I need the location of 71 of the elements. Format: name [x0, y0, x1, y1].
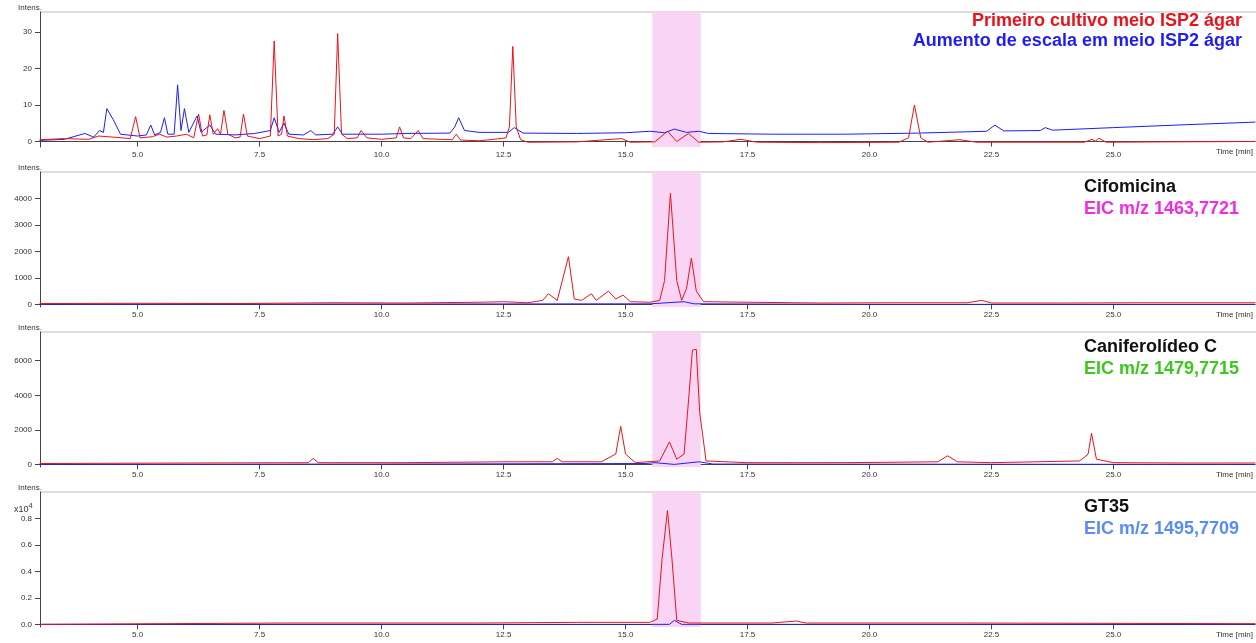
- text: EIC m/z 1495,7709: [1083, 518, 1240, 538]
- x-tick-label: 15.0: [617, 629, 634, 639]
- text: Primeiro cultivo meio ISP2 ágar: [971, 10, 1242, 30]
- x-tick-label: 17.5: [739, 469, 756, 479]
- y-tick-label: 6000: [14, 356, 33, 366]
- x-tick-label: 5.0: [132, 629, 144, 639]
- y-tick-label: 10: [23, 100, 33, 110]
- x-tick-label: 20.0: [861, 469, 878, 479]
- x-tick-label: 7.5: [254, 149, 266, 159]
- x-tick-label: 12.5: [495, 469, 512, 479]
- y-tick-label: 0.2: [20, 593, 33, 603]
- x-tick-label: 25.0: [1105, 469, 1122, 479]
- x-tick-label: 25.0: [1105, 629, 1122, 639]
- y-axis-title: Intens.: [17, 322, 42, 332]
- x-axis-title: Time [min]: [1215, 629, 1253, 639]
- x-axis-title: Time [min]: [1215, 469, 1253, 479]
- x-tick-label: 5.0: [132, 149, 144, 159]
- x-tick-label: 10.0: [373, 149, 390, 159]
- x-tick-label: 22.5: [983, 629, 1000, 639]
- y-tick-label: 1000: [14, 273, 33, 283]
- x-tick-label: 12.5: [495, 309, 512, 319]
- x-tick-label: 7.5: [254, 309, 266, 319]
- y-tick-label: 0: [27, 137, 33, 147]
- x-tick-label: 5.0: [132, 309, 144, 319]
- x-tick-label: 7.5: [254, 629, 266, 639]
- x-axis-title: Time [min]: [1215, 309, 1253, 319]
- x-tick-label: 10.0: [373, 469, 390, 479]
- y-axis-title: Intens.: [17, 2, 42, 12]
- x-tick-label: 12.5: [495, 629, 512, 639]
- y-tick-label: 4000: [14, 193, 33, 203]
- x-tick-label: 25.0: [1105, 309, 1122, 319]
- x-axis-title: Time [min]: [1215, 147, 1253, 157]
- x-tick-label: 10.0: [373, 629, 390, 639]
- x-tick-label: 10.0: [373, 309, 390, 319]
- x-tick-label: 22.5: [983, 469, 1000, 479]
- y-axis-title: Intens.: [17, 482, 42, 492]
- y-tick-label: 4000: [14, 390, 33, 400]
- y-tick-label: 0.4: [20, 566, 33, 576]
- x-tick-label: 17.5: [739, 629, 756, 639]
- y-axis-title: Intens.: [17, 162, 42, 172]
- y-tick-label: 20: [23, 63, 33, 73]
- x-tick-label: 17.5: [739, 149, 756, 159]
- y-tick-label: 0.6: [20, 540, 33, 550]
- x-tick-label: 20.0: [861, 309, 878, 319]
- x-tick-label: 22.5: [983, 309, 1000, 319]
- chart-title: GT35: [1083, 496, 1129, 516]
- y-tick-label: 0: [27, 459, 33, 469]
- x-tick-label: 20.0: [861, 149, 878, 159]
- text: x10$^{4}$: [14, 500, 33, 515]
- y-tick-label: 0: [27, 299, 33, 309]
- chart-title: Caniferolídeo C: [1083, 336, 1217, 356]
- x-tick-label: 12.5: [495, 149, 512, 159]
- chart-title: Cifomicina: [1083, 176, 1177, 196]
- text: EIC m/z 1479,7715: [1083, 358, 1240, 378]
- x-tick-label: 22.5: [983, 149, 1000, 159]
- y-tick-label: 0.0: [20, 619, 33, 629]
- y-tick-label: 2000: [14, 246, 33, 256]
- y-tick-label: 0.8: [20, 513, 33, 523]
- x-tick-label: 20.0: [861, 629, 878, 639]
- x-tick-label: 15.0: [617, 149, 634, 159]
- y-tick-label: 30: [23, 27, 33, 37]
- text: EIC m/z 1463,7721: [1083, 198, 1240, 218]
- x-tick-label: 15.0: [617, 469, 634, 479]
- x-tick-label: 5.0: [132, 469, 144, 479]
- x-tick-label: 25.0: [1105, 149, 1122, 159]
- x-tick-label: 15.0: [617, 309, 634, 319]
- y-tick-label: 2000: [14, 425, 33, 435]
- text: Aumento de escala em meio ISP2 ágar: [912, 30, 1242, 50]
- x-tick-label: 7.5: [254, 469, 266, 479]
- x-tick-label: 17.5: [739, 309, 756, 319]
- y-tick-label: 3000: [14, 220, 33, 230]
